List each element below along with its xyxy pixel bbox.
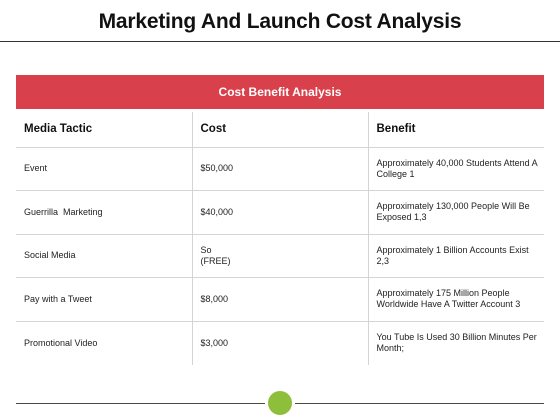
table-banner: Cost Benefit Analysis (16, 75, 545, 112)
cost-cell: So (FREE) (191, 234, 368, 278)
media-tactic-cell: Event (16, 147, 192, 191)
column-header-cost: Cost (191, 110, 368, 148)
media-tactic-cell: Pay with a Tweet (16, 277, 192, 322)
cost-cell: $3,000 (191, 321, 368, 365)
media-tactic-cell: Social Media (16, 234, 192, 278)
cost-benefit-table-container: Cost Benefit Analysis Media Tactic Cost … (16, 75, 545, 365)
media-tactic-cell: Guerrilla Marketing (16, 190, 192, 235)
benefit-cell: Approximately 175 Million People Worldwi… (367, 277, 545, 322)
table-row: Pay with a Tweet $8,000 Approximately 17… (16, 277, 545, 322)
table-row: Promotional Video $3,000 You Tube Is Use… (16, 321, 545, 365)
slide-title: Marketing And Launch Cost Analysis (98, 10, 462, 33)
cost-cell: $40,000 (191, 190, 368, 235)
footer-dot-ornament (268, 391, 292, 415)
footer-divider-right (295, 403, 544, 404)
benefit-cell: Approximately 130,000 People Will Be Exp… (367, 190, 545, 235)
column-header-benefit: Benefit (367, 110, 545, 148)
table-row: Guerrilla Marketing $40,000 Approximatel… (16, 190, 545, 235)
title-divider (0, 41, 560, 42)
table-row: Social Media So (FREE) Approximately 1 B… (16, 234, 545, 278)
table-row: Event $50,000 Approximately 40,000 Stude… (16, 147, 545, 191)
footer-divider-left (16, 403, 265, 404)
column-header-media-tactic: Media Tactic (16, 110, 192, 148)
cost-cell: $50,000 (191, 147, 368, 191)
media-tactic-cell: Promotional Video (24, 337, 98, 348)
cost-benefit-table: Cost Benefit Analysis Media Tactic Cost … (16, 75, 545, 365)
benefit-cell: You Tube Is Used 30 Billion Minutes Per … (367, 321, 545, 365)
benefit-cell: Approximately 40,000 Students Attend A C… (367, 147, 545, 191)
benefit-cell: Approximately 1 Billion Accounts Exist 2… (367, 234, 545, 278)
cost-cell: $8,000 (191, 277, 368, 322)
table-header-row: Media Tactic Cost Benefit (16, 110, 545, 148)
